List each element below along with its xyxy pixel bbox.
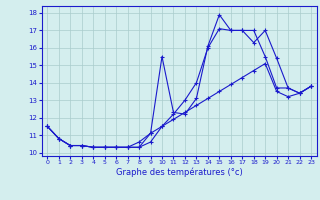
X-axis label: Graphe des températures (°c): Graphe des températures (°c) — [116, 168, 243, 177]
